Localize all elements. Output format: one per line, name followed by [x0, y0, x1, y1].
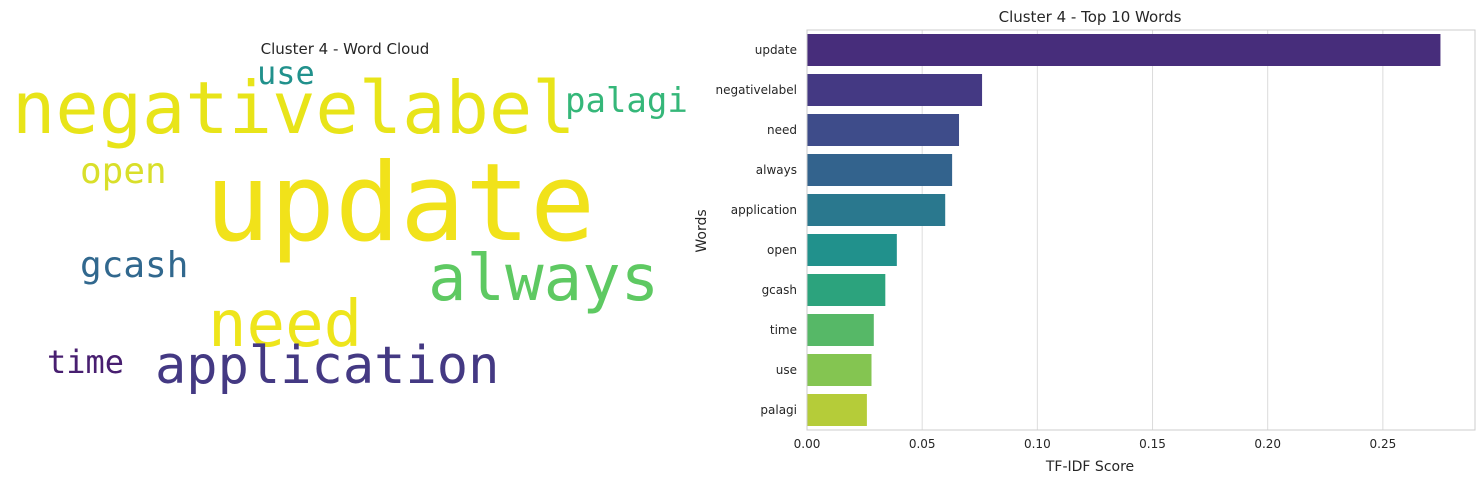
y-tick-label-update: update [755, 43, 797, 57]
y-tick-label-always: always [756, 163, 797, 177]
cloud-word-gcash: gcash [80, 245, 189, 286]
word-cloud-panel: Cluster 4 - Word Cloud update negativelab… [0, 0, 690, 484]
bar-palagi [807, 394, 867, 426]
x-tick-label: 0.25 [1370, 437, 1397, 451]
bar-update [807, 34, 1441, 66]
cloud-word-time: time [47, 343, 125, 381]
top-words-bar-chart: Cluster 4 - Top 10 Words update negativel… [694, 8, 1476, 475]
cloud-word-application: application [155, 336, 500, 396]
cloud-word-open: open [80, 151, 167, 192]
y-tick-label-application: application [731, 203, 797, 217]
cloud-word-negativelabel: negativelabel [12, 66, 576, 150]
bar-need [807, 114, 960, 146]
x-tick-label: 0.20 [1254, 437, 1281, 451]
y-tick-label-need: need [767, 123, 797, 137]
y-tick-label-open: open [767, 243, 797, 257]
bar-time [807, 314, 874, 346]
x-tick-label: 0.05 [909, 437, 936, 451]
cloud-word-always: always [428, 242, 660, 316]
x-tick-labels: 0.00 0.05 0.10 0.15 0.20 0.25 [794, 437, 1397, 451]
y-tick-label-negativelabel: negativelabel [715, 83, 797, 97]
y-tick-label-time: time [770, 323, 797, 337]
word-cloud-title: Cluster 4 - Word Cloud [260, 40, 430, 58]
plot-frame [806, 29, 1476, 431]
bars [807, 34, 1441, 426]
cloud-word-use: use [257, 54, 315, 92]
bar-use [807, 354, 872, 386]
y-tick-label-gcash: gcash [762, 283, 797, 297]
cloud-word-need: need [208, 288, 363, 362]
cloud-word-update: update [205, 141, 596, 266]
bar-application [807, 194, 946, 226]
y-tick-labels: update negativelabel need always application… [715, 43, 797, 417]
bar-gcash [807, 274, 886, 306]
cloud-word-palagi: palagi [565, 81, 688, 121]
y-axis-label: Words [694, 209, 710, 252]
bar-open [807, 234, 897, 266]
bar-negativelabel [807, 74, 983, 106]
bar-always [807, 154, 953, 186]
bar-chart-title: Cluster 4 - Top 10 Words [999, 8, 1182, 26]
x-tick-label: 0.00 [794, 437, 821, 451]
y-tick-label-use: use [776, 363, 797, 377]
y-tick-label-palagi: palagi [760, 403, 797, 417]
x-tick-label: 0.15 [1139, 437, 1166, 451]
x-tick-label: 0.10 [1024, 437, 1051, 451]
x-axis-label: TF-IDF Score [1045, 459, 1134, 475]
